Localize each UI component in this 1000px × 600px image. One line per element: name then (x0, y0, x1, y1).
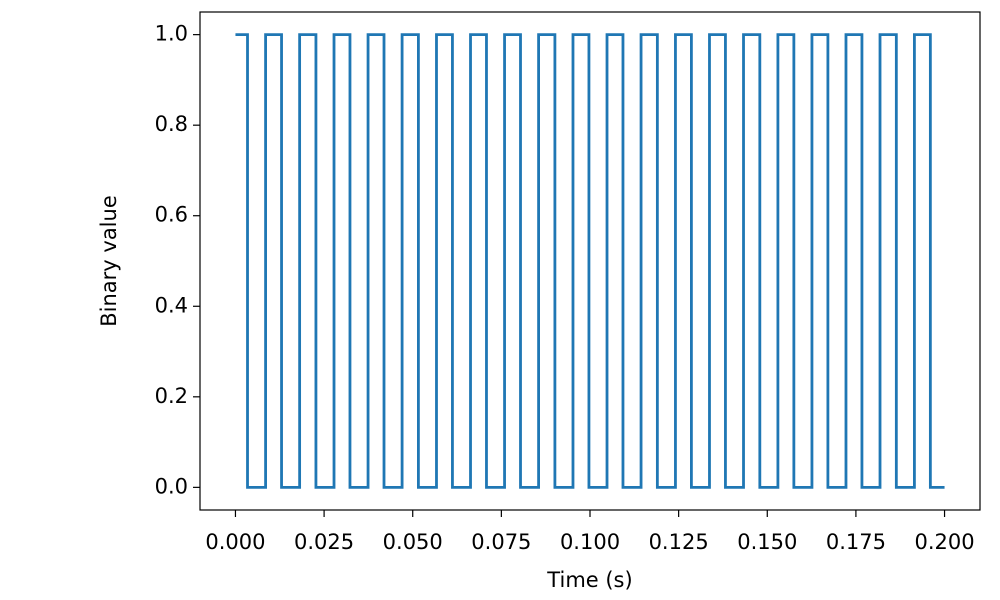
y-axis-label: Binary value (97, 195, 121, 327)
y-tick-label: 0.0 (155, 474, 188, 498)
y-tick-label: 1.0 (155, 22, 188, 46)
y-tick-label: 0.8 (155, 112, 188, 136)
y-tick-label: 0.6 (155, 203, 188, 227)
data-line (235, 33, 945, 489)
y-tick-label: 0.2 (155, 384, 188, 408)
x-tick-label: 0.075 (471, 530, 531, 554)
x-tick-label: 0.000 (205, 530, 265, 554)
x-tick-label: 0.125 (649, 530, 709, 554)
x-tick-label: 0.100 (560, 530, 620, 554)
x-tick-label: 0.025 (294, 530, 354, 554)
x-axis-label: Time (s) (546, 568, 632, 592)
x-tick-label: 0.175 (826, 530, 886, 554)
x-tick-label: 0.050 (383, 530, 443, 554)
plot-frame (199, 11, 981, 511)
y-tick-label: 0.4 (155, 293, 188, 317)
x-tick-label: 0.150 (737, 530, 797, 554)
x-tick-label: 0.200 (914, 530, 974, 554)
